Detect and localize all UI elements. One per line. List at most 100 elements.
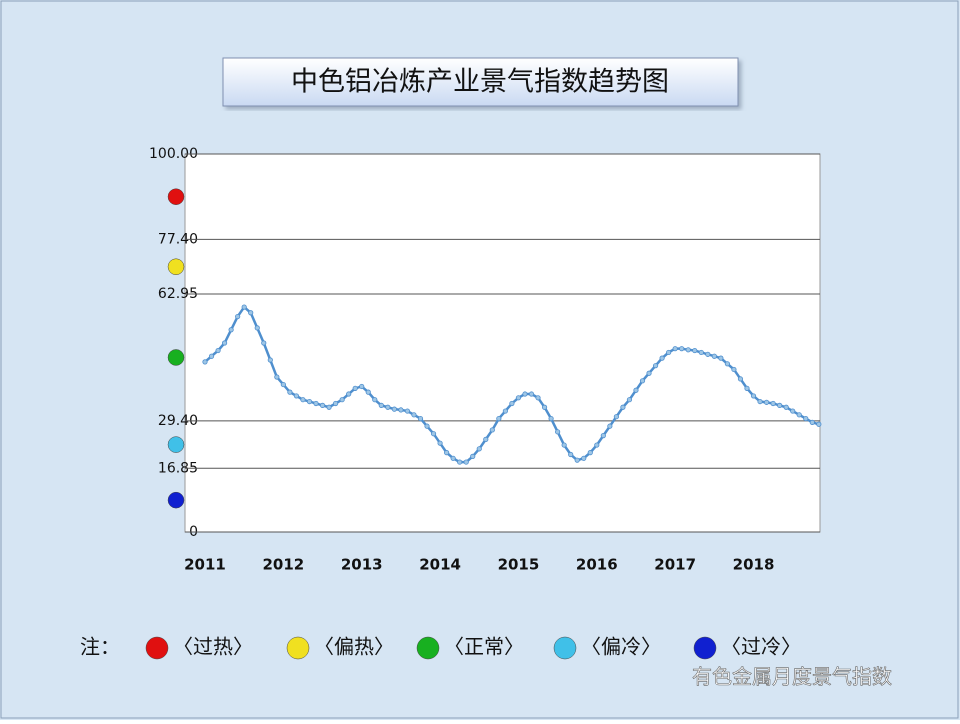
point [666, 349, 672, 356]
point [300, 397, 306, 403]
point [221, 340, 228, 346]
title-box [222, 57, 739, 107]
point [313, 400, 319, 407]
legend-swatch [416, 636, 440, 660]
watermark: 有色金属月度景气指数 [692, 665, 892, 689]
point [391, 406, 397, 412]
point [535, 395, 541, 401]
point [541, 404, 548, 410]
point [359, 383, 365, 390]
point [261, 340, 267, 346]
point [692, 347, 698, 354]
point [483, 436, 489, 442]
point [463, 459, 469, 465]
point [437, 440, 443, 446]
x-tick-label: 2018 [733, 556, 775, 574]
point [417, 415, 424, 422]
point [763, 399, 770, 405]
point [352, 385, 358, 391]
point [241, 304, 247, 310]
point [777, 402, 783, 408]
point [803, 415, 809, 422]
legend-note: 注： [80, 635, 120, 659]
point [306, 398, 313, 405]
chart-title: 中色铝冶炼产业景气指数趋势图 [291, 67, 669, 98]
point [235, 313, 241, 320]
point [411, 412, 417, 418]
point [346, 391, 352, 397]
point [515, 395, 522, 401]
point [744, 385, 750, 391]
x-tick-label: 2014 [419, 556, 461, 574]
plot-area [184, 153, 821, 533]
point [574, 457, 580, 463]
zone-marker [167, 349, 185, 366]
point [607, 423, 613, 429]
point [561, 442, 567, 448]
point [633, 387, 639, 393]
point [790, 408, 796, 414]
point [228, 327, 234, 333]
point [496, 415, 502, 422]
x-tick-label: 2011 [184, 556, 226, 574]
point [208, 353, 215, 359]
x-tick-label: 2016 [576, 556, 618, 574]
point [522, 391, 528, 397]
point [202, 359, 208, 365]
point [248, 310, 254, 316]
x-tick-label: 2017 [654, 556, 696, 574]
y-tick-label: 62.95 [158, 286, 198, 302]
y-tick-label: 100.00 [149, 146, 198, 162]
point [326, 404, 332, 410]
point [581, 455, 587, 461]
point [476, 446, 482, 452]
legend-label: 〈偏冷〉 [581, 635, 661, 659]
point [489, 427, 495, 433]
point [679, 346, 685, 352]
x-tick-label: 2015 [498, 556, 540, 574]
point [470, 453, 476, 459]
point [548, 415, 554, 422]
point [450, 455, 456, 461]
x-tick-label: 2013 [341, 556, 383, 574]
point [724, 361, 731, 367]
point [280, 381, 286, 388]
legend-swatch [693, 636, 717, 660]
point [731, 366, 737, 373]
point [293, 393, 300, 399]
point [444, 450, 450, 456]
point [652, 363, 659, 369]
point [319, 402, 326, 408]
point [750, 393, 757, 399]
point [796, 412, 802, 418]
point [430, 431, 437, 437]
point [600, 433, 606, 439]
zone-marker [167, 436, 185, 453]
point [639, 378, 646, 384]
legend-label: 〈过热〉 [173, 635, 253, 659]
y-tick-label: 77.40 [158, 231, 198, 247]
point [757, 398, 763, 405]
legend-swatch [553, 636, 577, 660]
y-tick-label: 29.40 [158, 413, 198, 429]
point [457, 459, 463, 465]
point [685, 347, 691, 353]
legend-swatch [145, 636, 169, 660]
point [267, 357, 273, 363]
zone-marker [167, 491, 185, 509]
point [424, 423, 430, 429]
legend-swatch [286, 636, 310, 660]
point [254, 325, 260, 331]
point [613, 414, 619, 420]
point [620, 404, 626, 410]
point [587, 450, 593, 456]
point [816, 421, 822, 427]
point [372, 397, 378, 403]
x-tick-label: 2012 [262, 556, 304, 574]
point [770, 400, 776, 407]
point [528, 391, 535, 397]
point [502, 408, 508, 414]
point [287, 389, 293, 395]
